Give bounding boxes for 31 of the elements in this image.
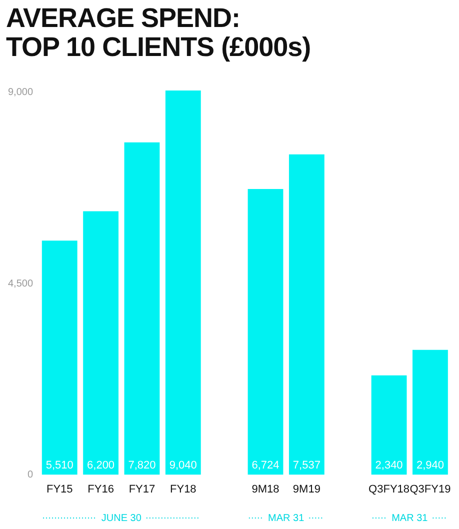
text: MAR 31 <box>392 512 428 524</box>
data-label: 7,820 <box>128 459 156 472</box>
data-label: 9,040 <box>169 459 197 472</box>
x-tick-label: 9M18 <box>252 483 280 496</box>
data-label: 5,510 <box>46 459 74 472</box>
bar <box>412 350 448 475</box>
x-tick-label: FY15 <box>46 483 73 496</box>
x-tick-label: Q3FY18 <box>368 483 410 496</box>
data-label: 2,340 <box>375 459 403 472</box>
data-label: 7,537 <box>292 459 320 472</box>
x-tick-label: FY17 <box>128 483 156 496</box>
x-tick-label: FY16 <box>88 483 114 496</box>
y-tick-label: 4,500 <box>8 278 34 290</box>
bar <box>288 154 324 475</box>
data-label: 2,940 <box>416 459 444 472</box>
y-tick-label: 9,000 <box>8 87 34 98</box>
y-tick-label: 0 <box>27 470 34 481</box>
bar <box>371 375 407 475</box>
x-tick-label: 9M19 <box>292 483 320 496</box>
text: MAR 31 <box>268 512 305 524</box>
x-tick-label: FY18 <box>170 483 196 496</box>
bar <box>248 188 284 475</box>
data-label: 6,724 <box>252 459 280 472</box>
bar <box>124 142 160 475</box>
bar <box>83 211 118 475</box>
bar <box>42 240 78 475</box>
data-label: 6,200 <box>87 459 115 472</box>
x-tick-label: Q3FY19 <box>410 483 451 496</box>
chart-title: AVERAGE SPEND: TOP 10 CLIENTS (£000s) <box>6 3 311 62</box>
bar <box>165 90 201 475</box>
text: JUNE 30 <box>101 512 142 524</box>
